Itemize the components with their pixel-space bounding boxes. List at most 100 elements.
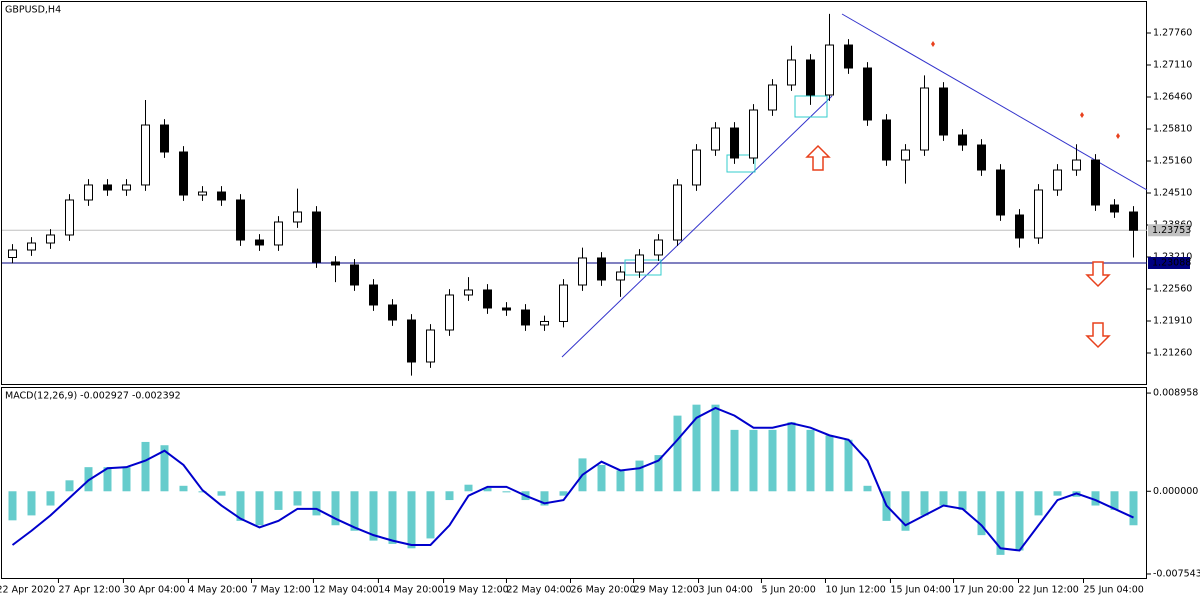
candle-body [616,271,625,281]
histogram-bar [8,491,17,521]
histogram-bar [958,491,967,510]
y-tick-label: 1.25160 [1153,156,1192,167]
candle-body [236,199,245,241]
candle-body [882,119,891,161]
candle-body [426,329,435,363]
candle-body [103,184,112,191]
histogram-bar [730,429,739,492]
candle-body [559,284,568,322]
candle-body [369,284,378,306]
histogram-bar [388,491,397,544]
histogram-bar [711,404,720,492]
candle-body [331,261,340,266]
histogram-bar [255,491,264,526]
candle-body [141,124,150,186]
zone-box [726,154,756,173]
candle-body [787,59,796,86]
candle-body [293,211,302,223]
histogram-bar [559,491,568,496]
candle-body [1072,159,1081,171]
histogram-bar [179,485,188,492]
y-tick-label: 1.21260 [1153,347,1192,358]
candle-body [711,127,720,151]
price-label-box [1148,224,1190,237]
histogram-bar [65,480,74,492]
candle-body [84,184,93,201]
histogram-bar [616,470,625,492]
candle-body [255,239,264,246]
y-tick-label: 1.23210 [1153,251,1192,262]
histogram-bar [692,404,701,492]
marker [1116,133,1120,139]
candle-body [654,239,663,256]
histogram-bar [673,415,682,492]
candle-body [502,307,511,311]
y-tick-label: 1.24510 [1153,188,1192,199]
x-tick-label: 7 May 12:00 [251,585,310,596]
histogram-bar [844,439,853,492]
histogram-bar [863,485,872,492]
candle-body [388,304,397,321]
x-tick-label: 29 May 12:00 [634,585,699,596]
histogram-bar [1129,491,1138,526]
price-panel-frame [1,1,1147,385]
candle-body [1091,159,1100,206]
histogram-bar [939,491,948,506]
candle-body [274,221,283,246]
histogram-bar [350,491,359,531]
candle-body [749,109,758,159]
candle-body [825,44,834,96]
candle-body [1053,169,1062,191]
candle-body [160,124,169,153]
x-tick-label: 30 Apr 04:00 [123,585,185,596]
histogram-bar [787,422,796,492]
y-tick-label: 1.26460 [1153,92,1192,103]
candle-body [65,199,74,236]
histogram-bar [217,491,226,496]
price-label: 1.23088 [1152,258,1191,269]
y-tick-label: -0.007543 [1153,568,1200,579]
x-tick-label: 26 May 20:00 [570,585,635,596]
x-tick-label: 12 May 04:00 [313,585,378,596]
histogram-bar [274,491,283,510]
histogram-bar [654,455,663,492]
histogram-bar [1015,491,1024,551]
candle-body [350,264,359,286]
candle-body [635,254,644,273]
histogram-bar [46,491,55,506]
x-tick-label: 4 May 20:00 [188,585,247,596]
histogram-bar [996,491,1005,555]
marker [1080,112,1084,118]
histogram-bar [920,491,929,516]
histogram-bar [103,467,112,492]
drawings [561,13,1148,358]
histogram-bar [597,464,606,492]
histogram-bar [1091,491,1100,506]
y-tick-label: 0.000000 [1153,486,1198,497]
candle-body [597,257,606,281]
candle-body [768,84,777,111]
down-arrow [1085,261,1111,288]
marker [931,41,935,47]
x-tick-label: 17 Jun 20:00 [954,585,1014,596]
x-tick-label: 22 Jun 12:00 [1019,585,1079,596]
candle-body [179,151,188,196]
candle-body [578,257,587,286]
histogram-bar [331,491,340,526]
histogram-bar [483,487,492,492]
histogram-bar [540,491,549,506]
histogram-bar [426,491,435,539]
candle-body [483,289,492,309]
histogram-bar [635,460,644,492]
histogram-bar [464,484,473,492]
x-tick-label: 22 May 04:00 [506,585,571,596]
chart-title: GBPUSD,H4 [5,5,61,16]
candle-body [673,184,682,241]
candle-body [920,87,929,151]
histogram-bar [1110,491,1119,510]
histogram-bar [198,491,207,493]
candle-body [1034,189,1043,239]
candle-body [217,191,226,201]
candle-body [1110,204,1119,213]
x-tick-label: 10 Jun 12:00 [825,585,885,596]
